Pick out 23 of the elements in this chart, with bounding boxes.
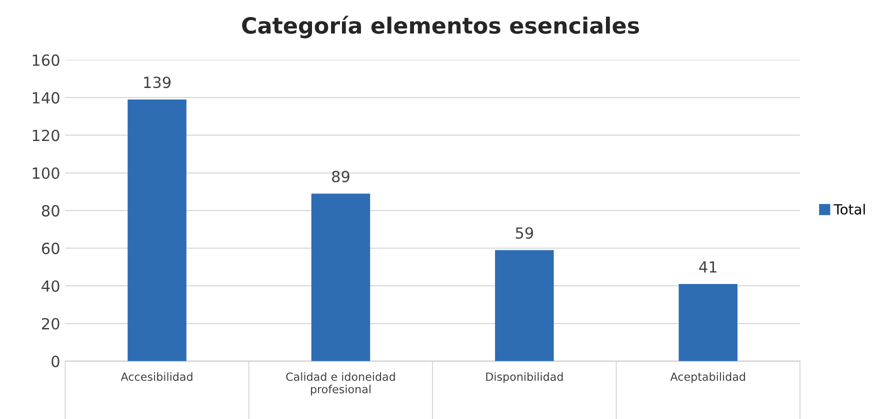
bar xyxy=(128,99,186,362)
chart-title: Categoría elementos esenciales xyxy=(242,16,639,38)
data-label: 41 xyxy=(699,261,716,272)
legend-label: Total xyxy=(834,204,865,215)
data-label: 59 xyxy=(516,227,534,239)
x-tick-label: Accesibilidad xyxy=(120,372,192,381)
x-tick-label: Aceptabilidad xyxy=(670,372,745,384)
y-tick-label: 160 xyxy=(32,54,60,66)
data-label: 89 xyxy=(332,170,350,182)
y-tick-label: 100 xyxy=(32,167,60,179)
bar xyxy=(678,284,738,362)
x-tick-label: Disponibilidad xyxy=(486,372,563,384)
bar xyxy=(311,194,370,362)
y-tick-label: 0 xyxy=(52,356,60,368)
y-tick-label: 40 xyxy=(42,280,60,292)
x-tick-label: Calidad e idoneidad profesional xyxy=(286,372,395,396)
y-tick-label: 80 xyxy=(42,205,60,217)
y-tick-label: 20 xyxy=(42,318,60,330)
y-tick-label: 140 xyxy=(32,92,60,104)
data-label: 139 xyxy=(144,76,171,88)
bar xyxy=(495,250,554,362)
y-tick-label: 120 xyxy=(32,130,60,142)
y-tick-label: 60 xyxy=(42,242,60,254)
